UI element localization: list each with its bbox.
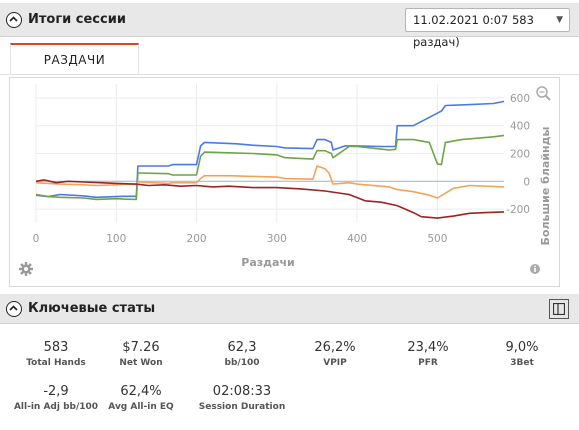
y-tick-label: 200 [510, 149, 530, 161]
stat-total-hands: 583 Total Hands [6, 340, 106, 368]
chevron-up-icon[interactable] [6, 301, 22, 317]
session-select-value: 11.02.2021 0:07 583 раздач) [413, 13, 534, 49]
series-line-2 [35, 165, 505, 199]
chevron-up-icon[interactable] [6, 12, 22, 28]
stat-pfr: 23,4% PFR [378, 340, 478, 368]
tab-divider [0, 74, 579, 75]
stat-label: VPIP [323, 358, 347, 368]
stat-3bet: 9,0% 3Bet [472, 340, 572, 368]
chart-series [35, 100, 505, 219]
x-axis-label: Раздачи [241, 256, 294, 269]
x-tick-label: 0 [33, 233, 40, 245]
stat-avg-allin-eq: 62,4% Avg All-in EQ [91, 384, 191, 412]
key-stats-title: Ключевые статы [28, 301, 156, 316]
stat-label: Session Duration [198, 402, 286, 412]
chevron-down-icon: ▼ [556, 15, 563, 25]
tab-hands[interactable]: РАЗДАЧИ [10, 43, 139, 75]
y-tick-label: 400 [510, 121, 530, 133]
y-tick-labels: -200 0 200 400 600 [506, 93, 530, 216]
stat-value: 26,2% [314, 340, 356, 355]
stat-value: 9,0% [505, 340, 539, 355]
stat-bb-100: 62,3 bb/100 [192, 340, 292, 368]
y-tick-label: 600 [510, 93, 530, 105]
session-select[interactable]: 11.02.2021 0:07 583 раздач) ▼ [405, 8, 570, 49]
stat-value: 23,4% [407, 340, 449, 355]
stat-value: 02:08:33 [212, 384, 272, 399]
stat-value: $7.26 [122, 340, 160, 355]
stat-label: Avg All-in EQ [108, 402, 174, 412]
key-stats: 583 Total Hands $7.26 Net Won 62,3 bb/10… [0, 324, 579, 430]
stat-session-duration: 02:08:33 Session Duration [192, 384, 292, 412]
stat-value: -2,9 [43, 384, 69, 399]
x-tick-label: 400 [347, 233, 367, 245]
stat-label: Net Won [119, 358, 163, 368]
chart-grid [35, 84, 504, 223]
stat-value: 62,4% [120, 384, 162, 399]
series-line-0 [35, 100, 505, 199]
tab-hands-label: РАЗДАЧИ [43, 53, 106, 67]
stat-vpip: 26,2% VPIP [285, 340, 385, 368]
stat-allin-adj: -2,9 All-in Adj bb/100 [6, 384, 106, 412]
zoom-icon[interactable] [536, 86, 551, 101]
x-tick-label: 500 [427, 233, 447, 245]
key-stats-header: Ключевые статы [0, 294, 579, 324]
stat-net-won: $7.26 Net Won [91, 340, 191, 368]
chart-panel: 0 100 200 300 400 500 -200 0 200 400 600 Раздачи … [9, 77, 560, 287]
x-tick-label: 300 [267, 233, 287, 245]
stat-label: Total Hands [26, 358, 86, 368]
stat-label: bb/100 [224, 358, 260, 368]
info-icon[interactable] [530, 264, 540, 274]
y-tick-label: 0 [523, 176, 530, 188]
session-summary-header: Итоги сессии 11.02.2021 0:07 583 раздач)… [0, 3, 579, 49]
x-tick-label: 200 [187, 233, 207, 245]
stat-label: All-in Adj bb/100 [13, 402, 99, 412]
y-axis-label: Большие блайнды [539, 126, 552, 245]
gear-icon[interactable] [19, 262, 33, 276]
stat-value: 583 [43, 340, 69, 355]
series-line-1 [35, 134, 505, 201]
session-summary-title: Итоги сессии [28, 12, 126, 27]
stat-value: 62,3 [227, 340, 257, 355]
x-tick-label: 100 [106, 233, 126, 245]
panel-icon[interactable] [549, 299, 569, 319]
stat-label: PFR [418, 358, 438, 368]
y-tick-label: -200 [506, 204, 530, 216]
stat-label: 3Bet [510, 358, 534, 368]
x-tick-labels: 0 100 200 300 400 500 [33, 233, 448, 245]
series-line-3 [35, 179, 505, 219]
